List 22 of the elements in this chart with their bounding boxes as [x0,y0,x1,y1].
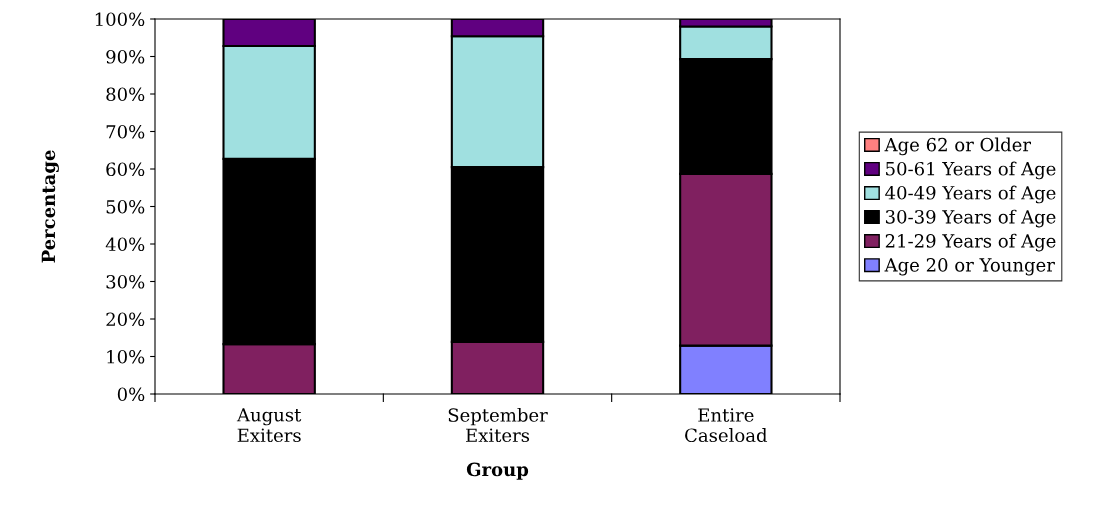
y-tick-label: 0% [117,387,145,402]
y-tick-label: 90% [106,49,145,64]
x-tick-label: September Exiters [448,407,548,443]
legend-label: 50-61 Years of Age [886,161,1056,180]
y-tick-label: 100% [95,12,145,27]
x-tick-label: Entire Caseload [685,408,768,443]
y-tick-label: 40% [105,237,145,252]
x-axis-title: Group [466,462,529,480]
y-tick-label: 50% [106,199,145,214]
y-axis-title: Percentage [41,150,59,263]
legend-label: 30-39 Years of Age [885,209,1056,228]
y-tick-label: 30% [106,274,145,289]
y-tick-label: 70% [106,124,145,139]
y-tick-label: 20% [106,312,145,327]
legend-label: 21-29 Years of Age [885,233,1056,252]
y-tick-label: 60% [106,162,145,177]
legend-label: Age 62 or Older [884,137,1032,156]
y-tick-label: 80% [106,87,145,102]
x-tick-label: August Exiters [236,408,302,443]
legend-label: Age 20 or Younger [884,258,1055,276]
legend-label: 40-49 Years of Age [885,185,1056,204]
y-tick-label: 10% [107,349,145,364]
